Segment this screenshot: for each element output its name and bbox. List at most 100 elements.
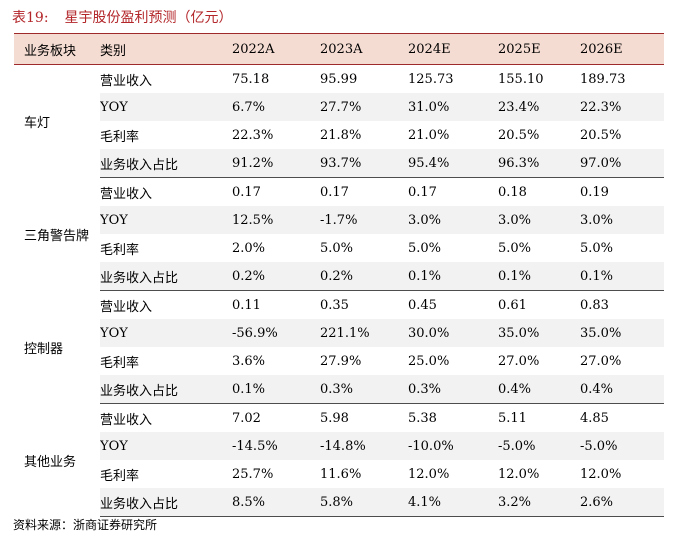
value-cell: -56.9% <box>232 319 320 347</box>
value-cell: 22.3% <box>232 127 274 143</box>
value-cell: 3.0% <box>580 206 664 234</box>
value-cell: 3.6% <box>232 353 266 369</box>
value-cell: 35.0% <box>498 319 580 347</box>
value-cell: 21.8% <box>320 127 362 143</box>
table-row: 业务收入占比 0.2% 0.2% 0.1% 0.1% 0.1% <box>14 262 664 291</box>
value-cell: 0.61 <box>498 297 527 313</box>
value-cell: 97.0% <box>580 149 664 178</box>
value-cell: 0.83 <box>580 297 609 313</box>
value-cell: -14.8% <box>320 432 408 460</box>
segment-cell: 控制器 <box>14 290 100 404</box>
value-cell: 5.11 <box>498 410 527 426</box>
table-caption: 星宇股份盈利预测（亿元） <box>64 10 233 26</box>
metric-cell: YOY <box>100 93 232 121</box>
value-cell: 0.17 <box>232 184 261 200</box>
value-cell: 30.0% <box>408 319 498 347</box>
value-cell: -14.5% <box>232 432 320 460</box>
value-cell: 27.7% <box>320 93 408 121</box>
value-cell: 0.17 <box>320 184 349 200</box>
table-row: 车灯 营业收入 75.18 95.99 125.73 155.10 189.73 <box>14 64 664 178</box>
metric-cell: 毛利率 <box>100 129 140 145</box>
segment-cell: 车灯 <box>14 64 100 178</box>
value-cell: 96.3% <box>498 149 580 178</box>
value-cell: 5.0% <box>580 240 614 256</box>
value-cell: 0.3% <box>320 375 408 404</box>
value-cell: 27.0% <box>498 353 540 369</box>
profit-forecast-table: 业务板块 类别 2022A 2023A 2024E 2025E 2026E 车灯… <box>14 33 664 517</box>
table-row: YOY -14.5% -14.8% -10.0% -5.0% -5.0% <box>14 432 664 460</box>
table-row: 其他业务 营业收入 7.02 5.98 5.38 5.11 4.85 <box>14 403 664 517</box>
value-cell: 25.7% <box>232 466 274 482</box>
table-row: 三角警告牌 营业收入 0.17 0.17 0.17 0.18 0.19 <box>14 177 664 291</box>
value-cell: -1.7% <box>320 206 408 234</box>
column-header: 业务板块 <box>14 33 100 65</box>
header-row: 业务板块 类别 2022A 2023A 2024E 2025E 2026E <box>14 33 664 65</box>
value-cell: 0.1% <box>408 262 498 291</box>
value-cell: 189.73 <box>580 71 626 87</box>
value-cell: 221.1% <box>320 319 408 347</box>
column-header: 2023A <box>320 33 408 65</box>
value-cell: 20.5% <box>498 127 540 143</box>
metric-cell: YOY <box>100 206 232 234</box>
metric-cell: 业务收入占比 <box>100 375 232 404</box>
value-cell: 27.9% <box>320 353 362 369</box>
value-cell: 5.8% <box>320 488 408 517</box>
table-row: 毛利率 3.6% 27.9% 25.0% 27.0% 27.0% <box>14 347 664 375</box>
table-number: 表19: <box>12 10 49 26</box>
value-cell: 7.02 <box>232 410 261 426</box>
value-cell: 0.1% <box>580 262 664 291</box>
value-cell: 3.0% <box>408 206 498 234</box>
segment-cell: 三角警告牌 <box>14 177 100 291</box>
table-title: 表19: 星宇股份盈利预测（亿元） <box>12 7 233 27</box>
value-cell: 31.0% <box>408 93 498 121</box>
value-cell: 0.17 <box>408 184 437 200</box>
value-cell: 0.45 <box>408 297 437 313</box>
column-header: 2024E <box>408 33 498 65</box>
value-cell: 6.7% <box>232 93 320 121</box>
table-row: YOY 6.7% 27.7% 31.0% 23.4% 22.3% <box>14 93 664 121</box>
value-cell: 0.3% <box>408 375 498 404</box>
value-cell: 0.1% <box>498 262 580 291</box>
value-cell: 93.7% <box>320 149 408 178</box>
metric-cell: YOY <box>100 432 232 460</box>
metric-cell: 营业收入 <box>100 186 153 202</box>
table-row: YOY 12.5% -1.7% 3.0% 3.0% 3.0% <box>14 206 664 234</box>
value-cell: 5.0% <box>320 240 354 256</box>
value-cell: 23.4% <box>498 93 580 121</box>
metric-cell: 业务收入占比 <box>100 262 232 291</box>
value-cell: 0.35 <box>320 297 349 313</box>
metric-cell: 营业收入 <box>100 412 153 428</box>
value-cell: 5.0% <box>498 240 532 256</box>
table-row: 毛利率 22.3% 21.8% 21.0% 20.5% 20.5% <box>14 121 664 149</box>
metric-cell: 业务收入占比 <box>100 149 232 178</box>
source-note: 资料来源：浙商证券研究所 <box>13 518 158 532</box>
value-cell: 0.11 <box>232 297 261 313</box>
value-cell: 25.0% <box>408 353 450 369</box>
value-cell: 5.38 <box>408 410 437 426</box>
value-cell: 0.19 <box>580 184 609 200</box>
value-cell: 0.1% <box>232 375 320 404</box>
value-cell: 22.3% <box>580 93 664 121</box>
table-row: 业务收入占比 0.1% 0.3% 0.3% 0.4% 0.4% <box>14 375 664 404</box>
value-cell: 5.98 <box>320 410 349 426</box>
value-cell: 0.4% <box>580 375 664 404</box>
value-cell: 35.0% <box>580 319 664 347</box>
value-cell: 4.1% <box>408 488 498 517</box>
column-header: 2026E <box>580 33 664 65</box>
value-cell: -10.0% <box>408 432 498 460</box>
value-cell: 21.0% <box>408 127 450 143</box>
value-cell: 95.4% <box>408 149 498 178</box>
table-row: 控制器 营业收入 0.11 0.35 0.45 0.61 0.83 <box>14 290 664 404</box>
segment-cell: 其他业务 <box>14 403 100 517</box>
value-cell: 0.2% <box>232 262 320 291</box>
metric-cell: 毛利率 <box>100 242 140 258</box>
column-header: 2025E <box>498 33 580 65</box>
value-cell: 0.4% <box>498 375 580 404</box>
metric-cell: 营业收入 <box>100 299 153 315</box>
value-cell: 2.6% <box>580 488 664 517</box>
value-cell: 91.2% <box>232 149 320 178</box>
metric-cell: 毛利率 <box>100 355 140 371</box>
value-cell: 5.0% <box>408 240 442 256</box>
column-header: 2022A <box>232 33 320 65</box>
value-cell: 95.99 <box>320 71 358 87</box>
